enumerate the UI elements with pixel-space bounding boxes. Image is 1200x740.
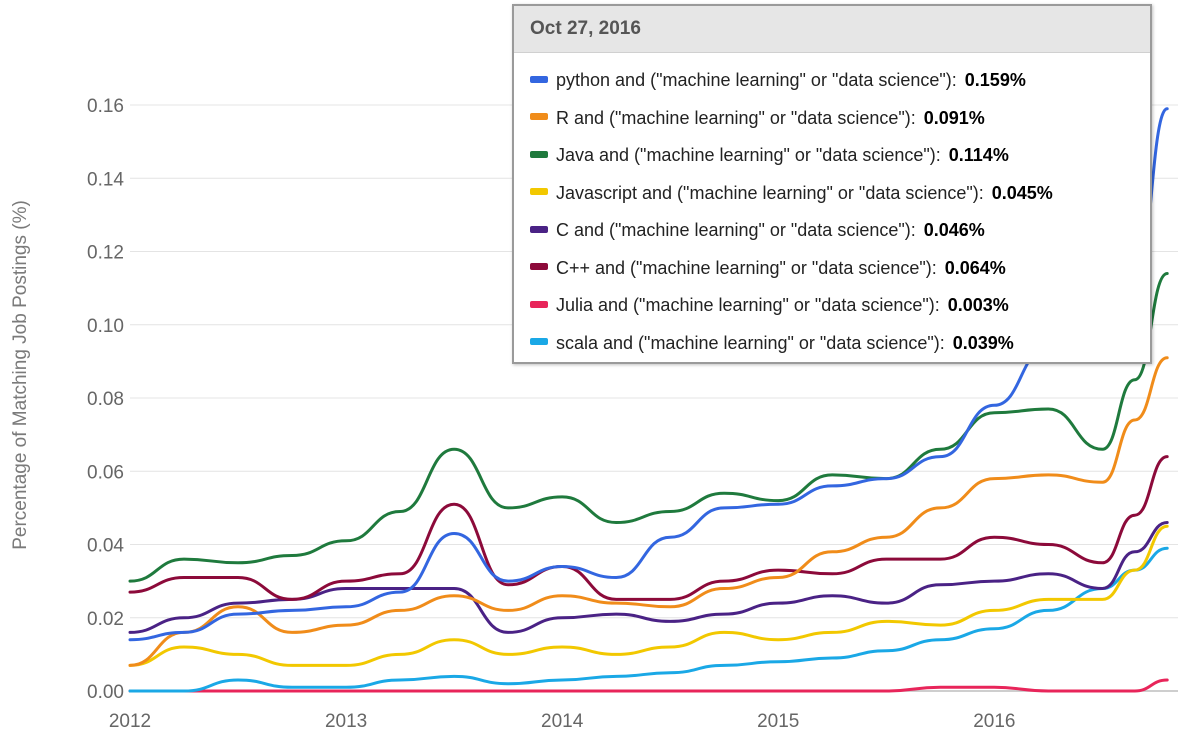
legend-swatch: [530, 75, 548, 83]
tooltip-row-label: C++ and ("machine learning" or "data sci…: [556, 257, 937, 278]
y-tick-label: 0.16: [87, 96, 124, 117]
x-tick-label: 2015: [757, 711, 799, 732]
tooltip-row: Javascript and ("machine learning" or "d…: [530, 179, 1053, 207]
tooltip-row-value: 0.091%: [923, 107, 985, 128]
y-tick-label: 0.12: [87, 243, 124, 264]
y-tick-label: 0.02: [87, 609, 124, 630]
y-axis-title: Percentage of Matching Job Postings (%): [10, 200, 31, 550]
legend-swatch: [530, 338, 548, 346]
y-tick-label: 0.06: [87, 462, 124, 483]
y-axis-ticks: 0.00 0.02 0.04 0.06 0.08 0.10 0.12 0.14 0.16: [87, 96, 124, 703]
tooltip-row-label: C and ("machine learning" or "data scien…: [556, 220, 916, 240]
y-tick-label: 0.10: [87, 316, 124, 337]
series-line: [128, 546, 1169, 693]
legend-swatch: [530, 263, 548, 271]
hover-tooltip: Oct 27, 2016 python and ("machine learni…: [512, 4, 1152, 364]
legend-swatch: [530, 150, 548, 158]
tooltip-row-value: 0.159%: [964, 70, 1026, 90]
tooltip-row: C++ and ("machine learning" or "data sci…: [530, 254, 1006, 282]
tooltip-row-value: 0.003%: [947, 295, 1009, 315]
legend-swatch: [530, 225, 548, 233]
tooltip-row: Julia and ("machine learning" or "data s…: [530, 291, 1009, 319]
tooltip-row-label: scala and ("machine learning" or "data s…: [556, 332, 945, 353]
series-line: [128, 356, 1169, 667]
tooltip-row-value: 0.114%: [948, 145, 1009, 165]
tooltip-row-label: R and ("machine learning" or "data scien…: [556, 107, 916, 128]
tooltip-row-label: Javascript and ("machine learning" or "d…: [556, 182, 984, 203]
legend-swatch: [530, 113, 548, 121]
legend-swatch: [530, 188, 548, 196]
tooltip-row: python and ("machine learning" or "data …: [530, 66, 1026, 94]
series-line: [128, 455, 1169, 601]
y-tick-label: 0.04: [87, 536, 124, 557]
y-tick-label: 0.00: [87, 682, 124, 703]
y-tick-label: 0.08: [87, 389, 124, 410]
series-line: [128, 272, 1169, 583]
tooltip-row-label: Java and ("machine learning" or "data sc…: [556, 145, 941, 165]
tooltip-row: C and ("machine learning" or "data scien…: [530, 216, 985, 244]
tooltip-row: R and ("machine learning" or "data scien…: [530, 104, 985, 132]
x-tick-label: 2013: [325, 711, 367, 732]
tooltip-row: Java and ("machine learning" or "data sc…: [530, 141, 1009, 169]
tooltip-row-label: Julia and ("machine learning" or "data s…: [556, 295, 940, 315]
tooltip-row-value: 0.064%: [944, 257, 1006, 278]
y-tick-label: 0.14: [87, 169, 124, 190]
x-tick-label: 2014: [541, 711, 584, 732]
x-tick-label: 2016: [973, 711, 1015, 732]
series-line: [128, 524, 1169, 667]
tooltip-date: Oct 27, 2016: [514, 6, 1150, 53]
tooltip-row-value: 0.039%: [952, 332, 1014, 353]
x-axis-ticks: 2012 2013 2014 2015 2016: [109, 711, 1016, 732]
x-tick-label: 2012: [109, 711, 151, 732]
legend-swatch: [530, 300, 548, 308]
series-line: [128, 678, 1169, 693]
tooltip-row-value: 0.046%: [923, 220, 985, 240]
tooltip-row-label: python and ("machine learning" or "data …: [556, 70, 957, 90]
tooltip-row: scala and ("machine learning" or "data s…: [530, 329, 1014, 357]
tooltip-row-value: 0.045%: [991, 182, 1053, 203]
